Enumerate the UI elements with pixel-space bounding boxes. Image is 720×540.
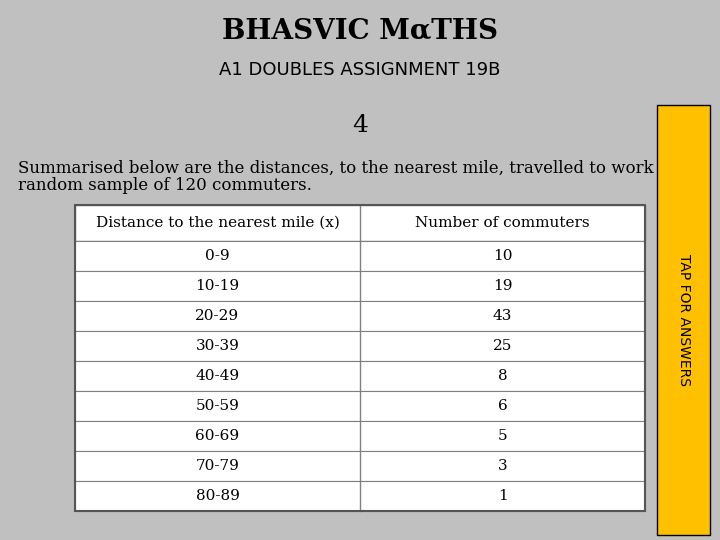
Text: 5: 5 [498,429,508,443]
Text: 30-39: 30-39 [196,339,240,353]
FancyBboxPatch shape [75,331,645,361]
Text: BHASVIC MαTHS: BHASVIC MαTHS [222,18,498,45]
FancyBboxPatch shape [75,301,645,331]
Text: 10-19: 10-19 [195,279,240,293]
FancyBboxPatch shape [75,421,645,451]
Text: 3: 3 [498,459,508,473]
Text: 50-59: 50-59 [196,399,240,413]
Text: 6: 6 [498,399,508,413]
Text: 20-29: 20-29 [195,309,240,323]
FancyBboxPatch shape [75,271,645,301]
FancyBboxPatch shape [75,481,645,511]
Text: 4: 4 [352,114,368,137]
FancyBboxPatch shape [75,391,645,421]
Text: 25: 25 [492,339,512,353]
Text: 10: 10 [492,249,512,263]
Text: A1 DOUBLES ASSIGNMENT 19B: A1 DOUBLES ASSIGNMENT 19B [220,61,500,79]
FancyBboxPatch shape [75,241,645,271]
Text: TAP FOR ANSWERS: TAP FOR ANSWERS [677,254,690,386]
Text: 70-79: 70-79 [196,459,240,473]
FancyBboxPatch shape [75,451,645,481]
Text: Summarised below are the distances, to the nearest mile, travelled to work by a: Summarised below are the distances, to t… [18,160,694,177]
Text: Distance to the nearest mile (x): Distance to the nearest mile (x) [96,216,339,230]
FancyBboxPatch shape [75,361,645,391]
Text: 43: 43 [492,309,512,323]
Text: 40-49: 40-49 [195,369,240,383]
Text: 0-9: 0-9 [205,249,230,263]
Text: random sample of 120 commuters.: random sample of 120 commuters. [18,177,312,194]
Text: 60-69: 60-69 [195,429,240,443]
Text: 1: 1 [498,489,508,503]
Text: 80-89: 80-89 [196,489,240,503]
FancyBboxPatch shape [657,105,710,535]
Text: 8: 8 [498,369,508,383]
Text: 19: 19 [492,279,512,293]
Text: Number of commuters: Number of commuters [415,216,590,230]
FancyBboxPatch shape [75,205,645,241]
